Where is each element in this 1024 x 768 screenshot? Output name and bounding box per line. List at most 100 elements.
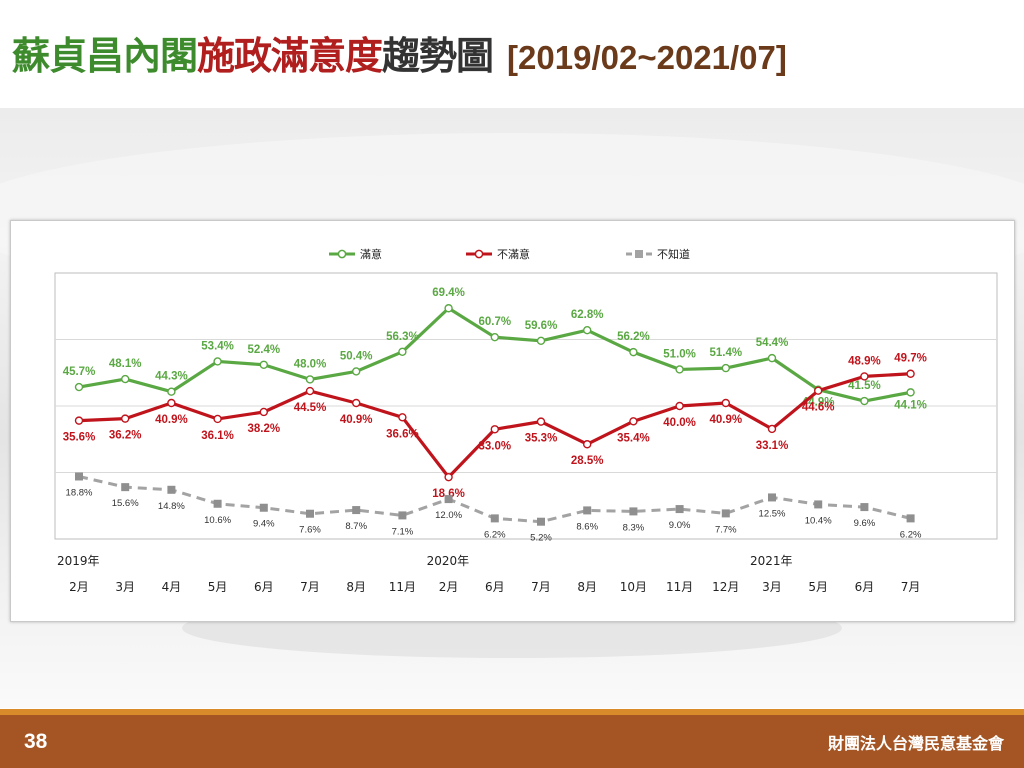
data-label: 56.2% — [617, 331, 650, 343]
data-point-marker — [259, 503, 268, 512]
data-point-marker — [721, 509, 730, 518]
data-point-marker — [120, 374, 130, 384]
data-point-marker — [213, 357, 222, 366]
data-point-marker — [121, 483, 130, 492]
x-tick-label: 11月 — [666, 580, 693, 594]
data-label: 44.9% — [802, 397, 835, 409]
trend-line-chart: 滿意 不滿意 不知道 45.7% 48.1% 44.3% 53.4% 52.4% 48.0% 50… — [54, 247, 998, 594]
data-label: 44.1% — [894, 399, 927, 411]
data-label: 7.6% — [299, 525, 321, 536]
data-label: 6.2% — [900, 529, 922, 540]
data-point-marker — [814, 500, 823, 509]
legend-marker — [474, 249, 484, 259]
data-point-marker — [167, 398, 176, 408]
data-label: 45.7% — [63, 366, 96, 378]
x-tick-label: 6月 — [254, 580, 274, 594]
data-label: 36.6% — [386, 428, 419, 440]
data-point-marker — [814, 386, 823, 395]
title-part-satisfaction: 施政滿意度 — [197, 34, 383, 78]
data-point-marker — [767, 424, 777, 434]
data-point-marker — [906, 514, 915, 523]
organization-name: 財團法人台灣民意基金會 — [827, 734, 1004, 753]
data-label: 36.2% — [109, 430, 142, 442]
x-tick-label: 6月 — [855, 580, 875, 594]
slide-title: 蘇貞昌內閣施政滿意度趨勢圖 [2019/02~2021/07] — [12, 26, 787, 86]
year-marker-label: 2019年 — [57, 554, 100, 568]
data-point-marker — [305, 375, 315, 384]
data-label: 14.8% — [158, 501, 185, 512]
data-label: 28.5% — [571, 455, 604, 467]
data-point-marker — [629, 347, 638, 357]
data-label: 40.9% — [340, 414, 373, 426]
data-point-marker — [259, 407, 269, 417]
data-label: 44.3% — [155, 371, 188, 383]
legend-label: 滿意 — [360, 247, 382, 261]
data-point-marker — [74, 382, 84, 392]
data-point-marker — [767, 353, 777, 363]
x-tick-label: 8月 — [346, 580, 366, 594]
data-label: 59.6% — [525, 320, 558, 332]
data-point-marker — [398, 413, 407, 422]
data-label: 6.2% — [484, 529, 506, 540]
data-point-marker — [536, 417, 546, 426]
data-point-marker — [444, 472, 453, 482]
data-point-marker — [583, 325, 592, 335]
data-point-marker — [906, 388, 915, 397]
x-tick-label: 8月 — [577, 580, 597, 594]
data-point-marker — [167, 485, 176, 494]
data-point-marker — [629, 507, 638, 516]
data-point-marker — [490, 514, 499, 523]
data-label: 7.1% — [392, 526, 414, 537]
data-label: 62.8% — [571, 309, 604, 321]
data-label: 51.0% — [663, 348, 696, 360]
data-point-marker — [629, 417, 638, 426]
x-tick-label: 3月 — [115, 580, 135, 594]
data-point-marker — [167, 387, 176, 396]
data-point-marker — [444, 304, 453, 313]
legend-label: 不滿意 — [497, 247, 530, 261]
x-tick-label: 2月 — [439, 580, 459, 594]
data-label: 69.4% — [432, 287, 465, 299]
title-date-range: [2019/02~2021/07] — [507, 39, 787, 76]
x-tick-label: 10月 — [620, 580, 647, 594]
data-point-marker — [213, 414, 222, 424]
data-label: 12.0% — [435, 510, 462, 521]
x-tick-label: 12月 — [712, 580, 739, 594]
data-point-marker — [444, 495, 453, 504]
data-label: 48.0% — [294, 358, 327, 370]
data-point-marker — [537, 517, 545, 526]
data-label: 35.4% — [617, 432, 650, 444]
data-label: 9.6% — [854, 518, 876, 529]
data-label: 60.7% — [478, 316, 511, 328]
title-part-cabinet: 蘇貞昌內閣 — [12, 34, 198, 78]
x-tick-label: 5月 — [808, 580, 828, 594]
x-tick-label: 7月 — [531, 580, 551, 594]
data-label: 33.1% — [756, 440, 789, 452]
data-point-marker — [860, 372, 869, 381]
data-point-marker — [352, 506, 361, 515]
data-point-marker — [860, 503, 869, 512]
data-point-marker — [768, 493, 776, 502]
chart-panel: 滿意 不滿意 不知道 45.7% 48.1% 44.3% 53.4% 52.4% 48.0% 50… — [10, 220, 1015, 622]
data-label: 44.6% — [802, 402, 835, 414]
data-point-marker — [721, 363, 730, 373]
data-label: 44.5% — [294, 402, 327, 414]
data-point-marker — [306, 509, 314, 518]
legend-marker — [337, 249, 347, 259]
data-label: 8.6% — [576, 521, 598, 532]
data-label: 8.3% — [623, 522, 645, 533]
data-point-marker — [583, 506, 592, 515]
data-label: 49.7% — [894, 353, 927, 365]
data-label: 10.6% — [204, 515, 231, 526]
data-label: 5.2% — [530, 533, 552, 544]
footer-accent-line — [0, 709, 1024, 715]
x-tick-label: 6月 — [485, 580, 505, 594]
data-point-marker — [74, 416, 84, 425]
data-label: 40.9% — [709, 414, 742, 426]
x-tick-label: 2月 — [69, 580, 89, 594]
data-label: 56.3% — [386, 331, 419, 343]
data-point-marker — [352, 398, 361, 408]
data-label: 52.4% — [247, 344, 280, 356]
x-tick-label: 11月 — [389, 580, 416, 594]
data-label: 40.9% — [155, 414, 188, 426]
